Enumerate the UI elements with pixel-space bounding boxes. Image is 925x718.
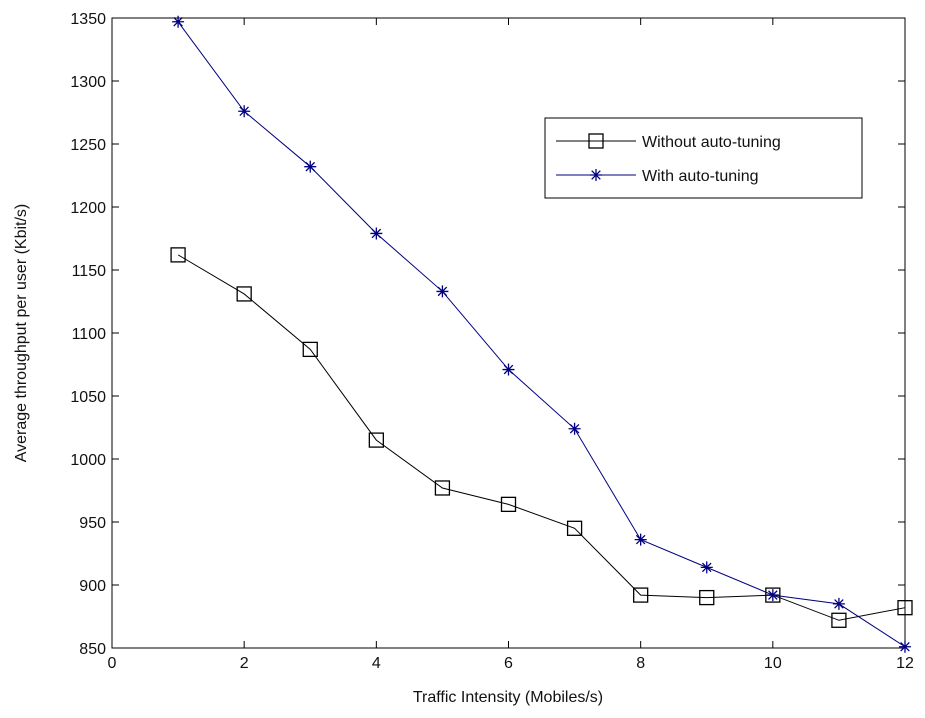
axis-ticks: 0 2 4 6 8 10 12 850 900 950 1000 1050 1100 1150 1200 12… bbox=[70, 11, 914, 672]
data-point-star bbox=[832, 597, 845, 610]
x-tick-label: 8 bbox=[636, 655, 645, 672]
x-tick-label: 4 bbox=[372, 655, 381, 672]
data-point-star bbox=[172, 15, 185, 28]
legend-label-with: With auto-tuning bbox=[642, 168, 759, 185]
legend-box bbox=[544, 117, 863, 199]
data-point-star bbox=[568, 422, 581, 435]
data-point-square bbox=[831, 612, 847, 628]
y-tick-label: 850 bbox=[79, 641, 106, 658]
y-axis-label: Average throughput per user (Kbit/s) bbox=[13, 204, 30, 463]
y-tick-label: 1300 bbox=[70, 74, 106, 91]
x-tick-label: 0 bbox=[108, 655, 117, 672]
series-line-0 bbox=[177, 254, 906, 621]
data-point-star bbox=[899, 640, 911, 653]
y-tick-label: 1050 bbox=[70, 389, 106, 406]
y-tick-label: 900 bbox=[79, 578, 106, 595]
data-point-star bbox=[436, 285, 449, 298]
legend-marker-with bbox=[590, 169, 602, 181]
legend-label-without: Without auto-tuning bbox=[642, 134, 781, 151]
plot-area bbox=[111, 17, 906, 649]
y-tick-label: 1200 bbox=[70, 200, 106, 217]
y-tick-label: 950 bbox=[79, 515, 106, 532]
x-tick-label: 12 bbox=[896, 655, 914, 672]
data-point-star bbox=[502, 363, 515, 376]
data-point-star bbox=[766, 589, 779, 602]
data-point-square bbox=[897, 600, 913, 616]
data-point-star bbox=[370, 227, 383, 240]
x-tick-label: 2 bbox=[240, 655, 249, 672]
data-point-square bbox=[633, 587, 649, 603]
data-point-square bbox=[368, 432, 384, 448]
data-point-square bbox=[566, 520, 583, 536]
legend-star-icon bbox=[590, 169, 602, 181]
data-point-square bbox=[236, 286, 252, 302]
legend-marker-without bbox=[588, 133, 604, 149]
data-point-square bbox=[765, 587, 781, 603]
legend: Without auto-tuning With auto-tuning bbox=[544, 117, 863, 199]
data-point-square bbox=[699, 589, 715, 606]
data-point-square bbox=[302, 341, 318, 358]
x-tick-label: 6 bbox=[504, 655, 513, 672]
series-markers bbox=[170, 15, 913, 653]
series-lines bbox=[177, 21, 906, 648]
data-point-square bbox=[434, 480, 451, 496]
data-point-star bbox=[700, 561, 713, 574]
series-line-1 bbox=[177, 21, 906, 648]
data-point-star bbox=[238, 105, 251, 118]
y-tick-label: 1100 bbox=[72, 326, 107, 343]
y-tick-label: 1250 bbox=[70, 137, 106, 154]
y-tick-label: 1000 bbox=[70, 452, 106, 469]
data-point-star bbox=[304, 160, 317, 173]
x-axis-label: Traffic Intensity (Mobiles/s) bbox=[413, 689, 603, 706]
y-tick-label: 1350 bbox=[70, 11, 106, 28]
data-point-square bbox=[500, 496, 517, 513]
data-point-square bbox=[170, 247, 186, 263]
y-tick-label: 1150 bbox=[72, 263, 107, 280]
x-tick-label: 10 bbox=[764, 655, 782, 672]
data-point-star bbox=[634, 533, 647, 546]
